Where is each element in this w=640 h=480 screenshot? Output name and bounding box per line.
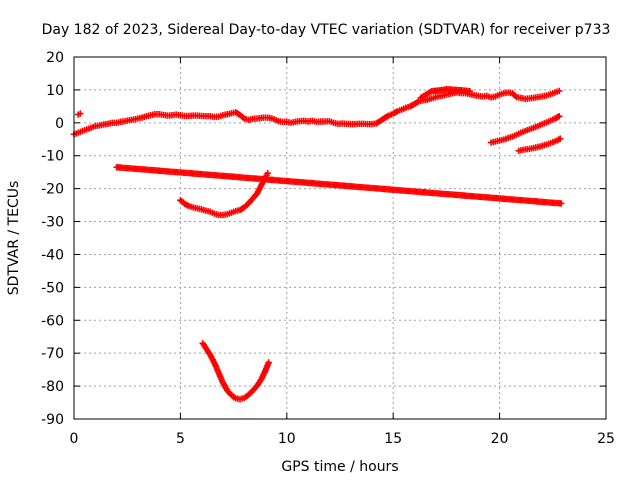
y-tick-label: -80 [41, 379, 64, 395]
x-tick-label: 5 [176, 431, 185, 447]
y-tick-label: -30 [41, 215, 64, 231]
series-arc-start [75, 110, 84, 118]
data-point [264, 169, 271, 177]
plot-frame [73, 56, 607, 420]
y-tick-label: -60 [41, 313, 64, 329]
y-tick-label: -10 [41, 149, 64, 165]
data-point [555, 87, 563, 95]
y-tick-label: -40 [41, 247, 64, 263]
y-tick-label: -20 [41, 182, 64, 198]
x-tick-label: 25 [597, 431, 615, 447]
x-tick-label: 20 [491, 431, 509, 447]
data-point [555, 113, 563, 120]
x-axis-label: GPS time / hours [281, 459, 398, 475]
series-arc-top-d17 [417, 86, 474, 102]
axis-ticks: 0 5 10 15 20 25 20 10 0 -10 -20 -30 -40 -50 -60 -70 -80 -… [41, 50, 615, 447]
y-tick-label: -70 [41, 346, 64, 362]
series-arc-main [70, 87, 563, 138]
gridlines [74, 57, 606, 419]
y-tick-label: 10 [46, 83, 64, 99]
series-arc-deep [199, 340, 272, 403]
data-point [77, 110, 84, 117]
data-point [265, 359, 272, 366]
x-tick-label: 10 [278, 431, 296, 447]
data-point [557, 135, 564, 142]
series-arc-late-a [487, 113, 563, 146]
x-tick-label: 0 [70, 431, 79, 447]
chart-title: Day 182 of 2023, Sidereal Day-to-day VTE… [42, 22, 611, 38]
data-points [70, 86, 565, 403]
y-tick-label: 0 [55, 116, 64, 132]
data-point [466, 88, 474, 95]
y-tick-label: -90 [41, 412, 64, 428]
series-arc-mid [177, 169, 271, 219]
x-tick-label: 15 [384, 431, 402, 447]
series-arc-late-b [515, 135, 564, 154]
y-axis-label: SDTVAR / TECUs [6, 181, 22, 296]
series-arc-isolated [113, 164, 565, 207]
data-point [558, 200, 565, 207]
y-tick-label: -50 [41, 280, 64, 296]
y-tick-label: 20 [46, 50, 64, 66]
